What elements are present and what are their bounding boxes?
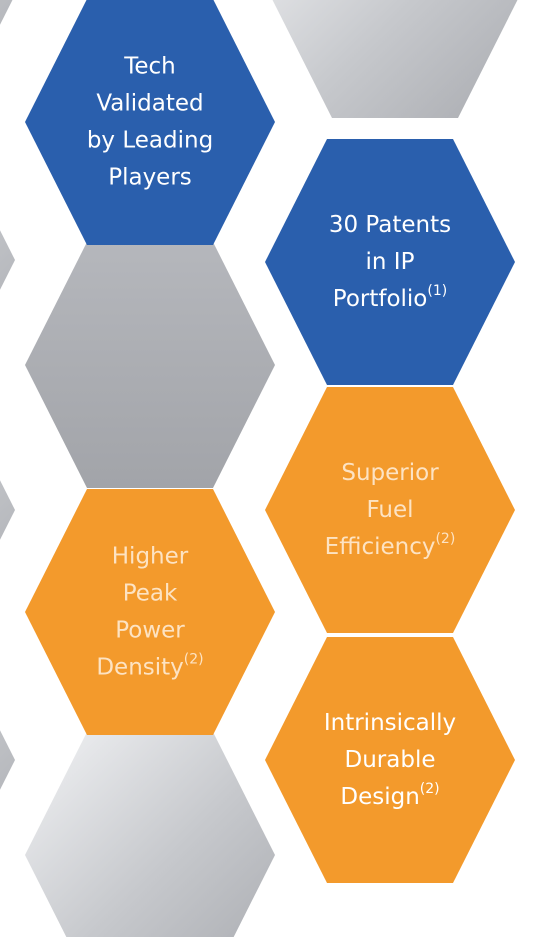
hexagon-text: by Leading (87, 127, 213, 153)
hexagon-text: Efficiency(2) (325, 531, 456, 560)
gray-hexagon (0, 480, 15, 540)
hexagon-text: Players (108, 164, 192, 190)
hexagon (25, 489, 275, 735)
hexagon-line: Validated (96, 90, 203, 116)
hexagon-text: in IP (366, 249, 415, 275)
hexagon-line: Fuel (366, 497, 413, 523)
gray-hexagon (0, 230, 15, 290)
hexagon-line: Efficiency (325, 534, 436, 560)
hexagon-line: Tech (123, 53, 176, 79)
hexagon-text: Validated (96, 90, 203, 116)
hexagon (265, 637, 515, 883)
gray-hexagon (25, 242, 275, 488)
hexagon-line: Players (108, 164, 192, 190)
hexagon-line: in IP (366, 249, 415, 275)
hexagon-text: Fuel (366, 497, 413, 523)
hexagon-line: Higher (112, 543, 189, 569)
hexagon-text: Intrinsically (324, 710, 456, 736)
hexagon-line: Portfolio (333, 286, 428, 312)
hexagon-line: Power (115, 617, 185, 643)
gray-hexagon (0, 730, 15, 790)
hexagon-text: Peak (123, 580, 178, 606)
superscript: (2) (184, 652, 204, 668)
gray-hexagon (0, 0, 13, 25)
hexagon-text: Durable (345, 747, 436, 773)
hexagon-text: Design(2) (340, 781, 439, 810)
gray-hexagon (272, 0, 518, 118)
hexagon-line: Peak (123, 580, 178, 606)
hexagon-text: Tech (123, 53, 176, 79)
hexagon-text: 30 Patents (329, 212, 451, 238)
hexagon-line: Intrinsically (324, 710, 456, 736)
hexagon-line: Design (340, 784, 419, 810)
hexagon-text: Power (115, 617, 185, 643)
hexagon-line: Density (96, 654, 183, 680)
superscript: (1) (427, 283, 447, 299)
hexagon-line: 30 Patents (329, 212, 451, 238)
hexagon-line: Superior (341, 460, 439, 486)
hexagon (265, 387, 515, 633)
hexagon (25, 0, 275, 245)
hexagon-line: by Leading (87, 127, 213, 153)
gray-hexagon (25, 732, 275, 937)
hexagon (265, 139, 515, 385)
hexagon-line: Durable (345, 747, 436, 773)
hexagon-text: Portfolio(1) (333, 283, 447, 312)
superscript: (2) (435, 531, 455, 547)
hexagon-text: Superior (341, 460, 439, 486)
superscript: (2) (420, 781, 440, 797)
hexagon-text: Density(2) (96, 652, 203, 681)
hexagon-text: Higher (112, 543, 189, 569)
